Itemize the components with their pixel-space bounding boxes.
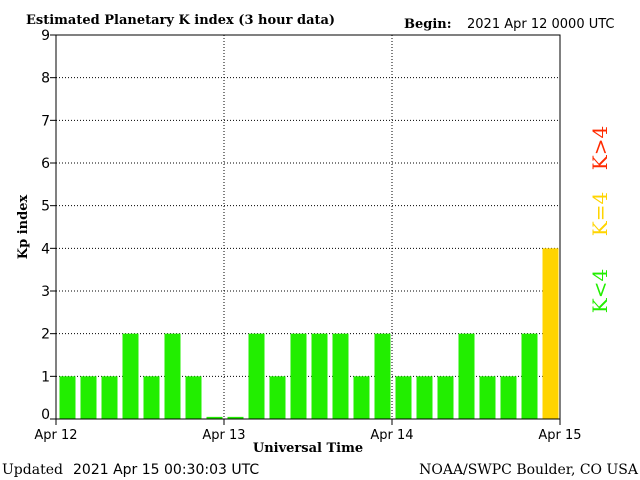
kp-bar xyxy=(248,333,265,419)
kp-bar xyxy=(227,416,244,419)
source-credit: NOAA/SWPC Boulder, CO USA xyxy=(419,462,639,478)
y-tick-label: 7 xyxy=(41,113,50,129)
kp-bar xyxy=(521,333,538,419)
kp-bar xyxy=(143,376,160,419)
kp-bar xyxy=(479,376,496,419)
y-tick-label: 2 xyxy=(41,327,50,343)
begin-value: 2021 Apr 12 0000 UTC xyxy=(467,17,615,32)
y-tick-label: 0 xyxy=(41,407,50,423)
kp-bar xyxy=(59,376,76,419)
x-tick-label: Apr 15 xyxy=(538,428,581,443)
y-ticks: 0 1 2 3 4 5 6 7 8 9 xyxy=(41,28,56,423)
y-tick-label: 4 xyxy=(41,241,50,257)
kp-bar xyxy=(290,333,307,419)
y-tick-label: 5 xyxy=(41,199,50,215)
kp-bar xyxy=(353,376,370,419)
y-tick-label: 8 xyxy=(41,71,50,87)
y-tick-label: 1 xyxy=(41,369,50,385)
updated-label: Updated xyxy=(2,462,63,478)
x-axis-label: Universal Time xyxy=(253,441,363,456)
x-tick-label: Apr 13 xyxy=(202,428,245,443)
kp-bar xyxy=(395,376,412,419)
chart-title: Estimated Planetary K index (3 hour data… xyxy=(26,13,335,28)
y-tick-label: 6 xyxy=(41,156,50,172)
kp-bar xyxy=(500,376,517,419)
kp-bar xyxy=(458,333,475,419)
kp-bar xyxy=(80,376,97,419)
bars xyxy=(59,248,559,419)
legend-k-less-than-4: K<4 xyxy=(588,269,612,313)
legend-k-greater-than-4: K>4 xyxy=(588,126,612,170)
kp-bar xyxy=(542,248,559,419)
legend-k-equal-4: K=4 xyxy=(588,192,612,236)
plot-frame xyxy=(55,34,561,420)
kp-bar xyxy=(185,376,202,419)
y-tick-label: 3 xyxy=(41,284,50,300)
grid xyxy=(56,35,560,419)
legend: K<4 K=4 K>4 xyxy=(588,126,612,313)
x-ticks: Apr 12 Apr 13 Apr 14 Apr 15 xyxy=(34,419,582,443)
kp-bar xyxy=(206,416,223,419)
kp-bar xyxy=(374,333,391,419)
kp-bar xyxy=(122,333,139,419)
kp-bar xyxy=(332,333,349,419)
x-tick-label: Apr 12 xyxy=(34,428,77,443)
kp-bar xyxy=(437,376,454,419)
kp-bar xyxy=(311,333,328,419)
y-axis-label: Kp index xyxy=(16,195,31,260)
updated-value: 2021 Apr 15 00:30:03 UTC xyxy=(73,462,259,478)
begin-label: Begin: xyxy=(404,17,452,32)
kp-bar xyxy=(164,333,181,419)
x-tick-label: Apr 14 xyxy=(370,428,413,443)
kp-bar xyxy=(101,376,118,419)
kp-bar xyxy=(416,376,433,419)
y-tick-label: 9 xyxy=(41,28,50,44)
kp-bar xyxy=(269,376,286,419)
